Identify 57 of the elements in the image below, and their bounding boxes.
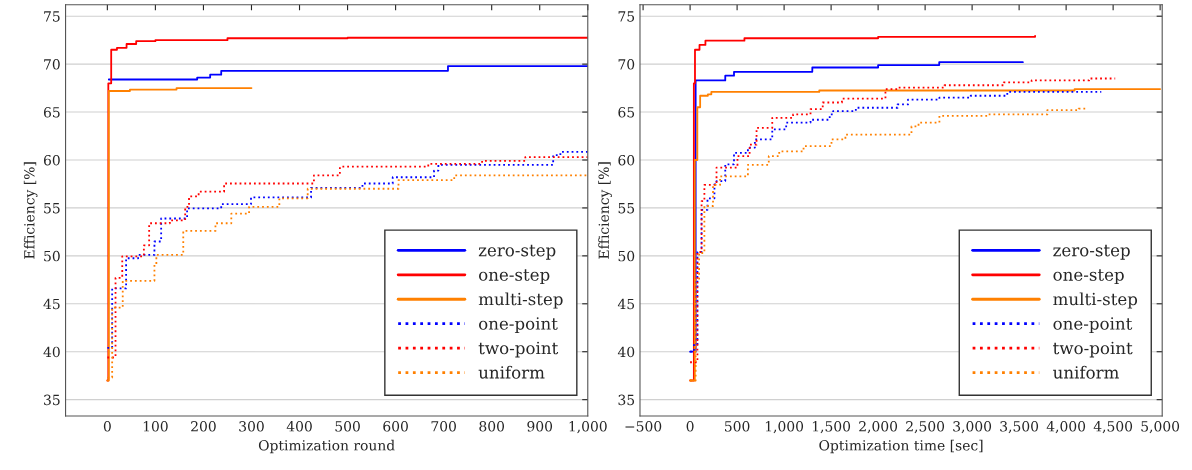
y-tick-label: 70 xyxy=(44,59,60,70)
y-tick-label: 40 xyxy=(43,346,60,358)
x-tick-label: 300 xyxy=(239,421,264,432)
legend-label: multi-step xyxy=(478,292,563,309)
y-tick-label: 45 xyxy=(43,298,60,310)
legend-label: two-point xyxy=(478,341,559,358)
legend-label: uniform xyxy=(1053,365,1119,379)
x-tick-label: 100 xyxy=(143,421,168,432)
x-tick-label: −500 xyxy=(625,421,662,432)
x-tick-label: 2,500 xyxy=(906,421,945,434)
x-tick-label: 900 xyxy=(527,421,553,432)
x-tick-label: 4,000 xyxy=(1046,421,1086,434)
y-tick-label: 55 xyxy=(44,203,60,214)
legend-label: zero-step xyxy=(478,244,556,260)
y-axis-title: Efficiency [%] xyxy=(23,162,38,259)
legend-label: zero-step xyxy=(1053,244,1130,260)
y-tick-label: 75 xyxy=(44,11,60,22)
y-tick-label: 35 xyxy=(618,394,635,406)
x-tick-label: 0 xyxy=(103,421,111,432)
legend-label: one-point xyxy=(479,317,558,334)
x-tick-label: 5,000 xyxy=(1141,421,1180,434)
x-tick-label: 400 xyxy=(286,421,312,432)
x-tick-label: 1,000 xyxy=(765,421,804,434)
y-tick-label: 35 xyxy=(44,394,60,406)
y-tick-label: 65 xyxy=(618,107,635,118)
legend-label: multi-step xyxy=(1053,292,1138,309)
y-tick-label: 60 xyxy=(618,154,635,166)
x-tick-label: 3,500 xyxy=(1000,421,1039,434)
y-tick-label: 40 xyxy=(617,346,635,358)
legend-label: one-point xyxy=(1053,317,1133,334)
x-tick-label: 500 xyxy=(725,421,750,432)
x-tick-label: 0 xyxy=(686,421,694,432)
legend-label: one-step xyxy=(1053,269,1124,285)
x-tick-label: 4,500 xyxy=(1093,421,1133,434)
x-tick-label: 1,500 xyxy=(812,421,851,434)
y-tick-label: 75 xyxy=(618,11,635,22)
y-tick-label: 50 xyxy=(44,250,60,262)
y-axis-title: Efficiency [%] xyxy=(598,162,612,259)
y-tick-label: 60 xyxy=(43,154,60,166)
x-axis-title: Optimization round xyxy=(258,439,395,454)
legend-label: two-point xyxy=(1053,341,1133,358)
x-tick-label: 800 xyxy=(479,421,505,432)
y-tick-label: 50 xyxy=(618,250,635,262)
x-tick-label: 2,000 xyxy=(859,421,898,434)
legend-label: one-step xyxy=(479,269,550,285)
y-tick-label: 55 xyxy=(618,203,635,214)
x-tick-label: 3,000 xyxy=(953,421,992,434)
x-tick-label: 200 xyxy=(191,421,216,432)
x-tick-label: 500 xyxy=(335,421,360,432)
y-tick-label: 45 xyxy=(617,298,635,310)
y-tick-label: 65 xyxy=(43,107,60,118)
y-tick-label: 70 xyxy=(618,59,635,70)
x-tick-label: 700 xyxy=(431,421,456,432)
x-axis-title: Optimization time [sec] xyxy=(819,439,983,454)
x-tick-label: 600 xyxy=(383,421,408,432)
legend-label: uniform xyxy=(478,365,545,379)
x-tick-label: 1,000 xyxy=(569,421,607,434)
